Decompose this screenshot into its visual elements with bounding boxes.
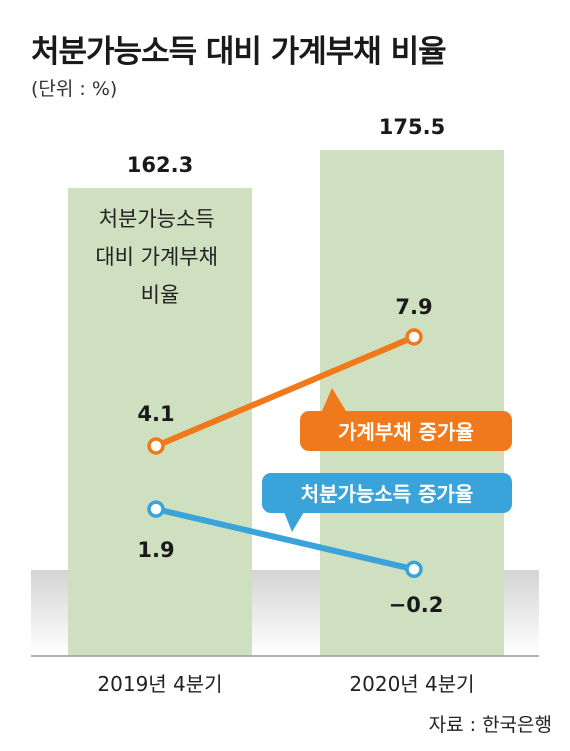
x-tick-label-2019: 2019년 4분기 bbox=[97, 672, 222, 696]
chart-title: 처분가능소득 대비 가계부채 비율 bbox=[31, 34, 447, 70]
legend-callout-household-debt: 가계부채 증가율 bbox=[300, 388, 512, 451]
line-household-debt-growth bbox=[154, 334, 416, 449]
bar-value-label-2020: 175.5 bbox=[379, 115, 445, 139]
callout-text-income: 처분가능소득 증가율 bbox=[301, 482, 474, 506]
point-label-debt-2019: 4.1 bbox=[137, 402, 174, 426]
bar-series-label: 처분가능소득 대비 가계부채 비율 bbox=[95, 207, 224, 307]
point-income-2020 bbox=[405, 560, 423, 579]
line-disposable-income-growth bbox=[155, 506, 415, 573]
x-tick-label-2020: 2020년 4분기 bbox=[349, 672, 474, 696]
bar-2020 bbox=[320, 149, 504, 657]
bar-series-label-line2: 대비 가계부채 bbox=[95, 245, 218, 269]
callout-box-income bbox=[262, 473, 512, 513]
callout-tail-income bbox=[284, 512, 304, 532]
callout-box-debt bbox=[300, 411, 512, 451]
bar-2019 bbox=[68, 188, 252, 656]
unit-label: (단위 : %) bbox=[31, 78, 118, 100]
callout-text-debt: 가계부채 증가율 bbox=[338, 420, 474, 444]
bar-series-label-line1: 처분가능소득 bbox=[99, 207, 215, 231]
callout-tail-debt bbox=[322, 388, 346, 411]
point-income-2019 bbox=[147, 500, 165, 518]
bar-series-label-line3: 비율 bbox=[141, 283, 180, 307]
point-label-income-2019: 1.9 bbox=[137, 538, 174, 562]
legend-callout-disposable-income: 처분가능소득 증가율 bbox=[262, 473, 512, 532]
source-note: 자료 : 한국은행 bbox=[428, 714, 552, 736]
point-label-income-2020: −0.2 bbox=[389, 593, 444, 617]
point-label-debt-2020: 7.9 bbox=[395, 295, 432, 319]
point-debt-2020 bbox=[405, 328, 423, 346]
point-debt-2019 bbox=[147, 437, 165, 455]
bar-value-label-2019: 162.3 bbox=[127, 153, 193, 177]
